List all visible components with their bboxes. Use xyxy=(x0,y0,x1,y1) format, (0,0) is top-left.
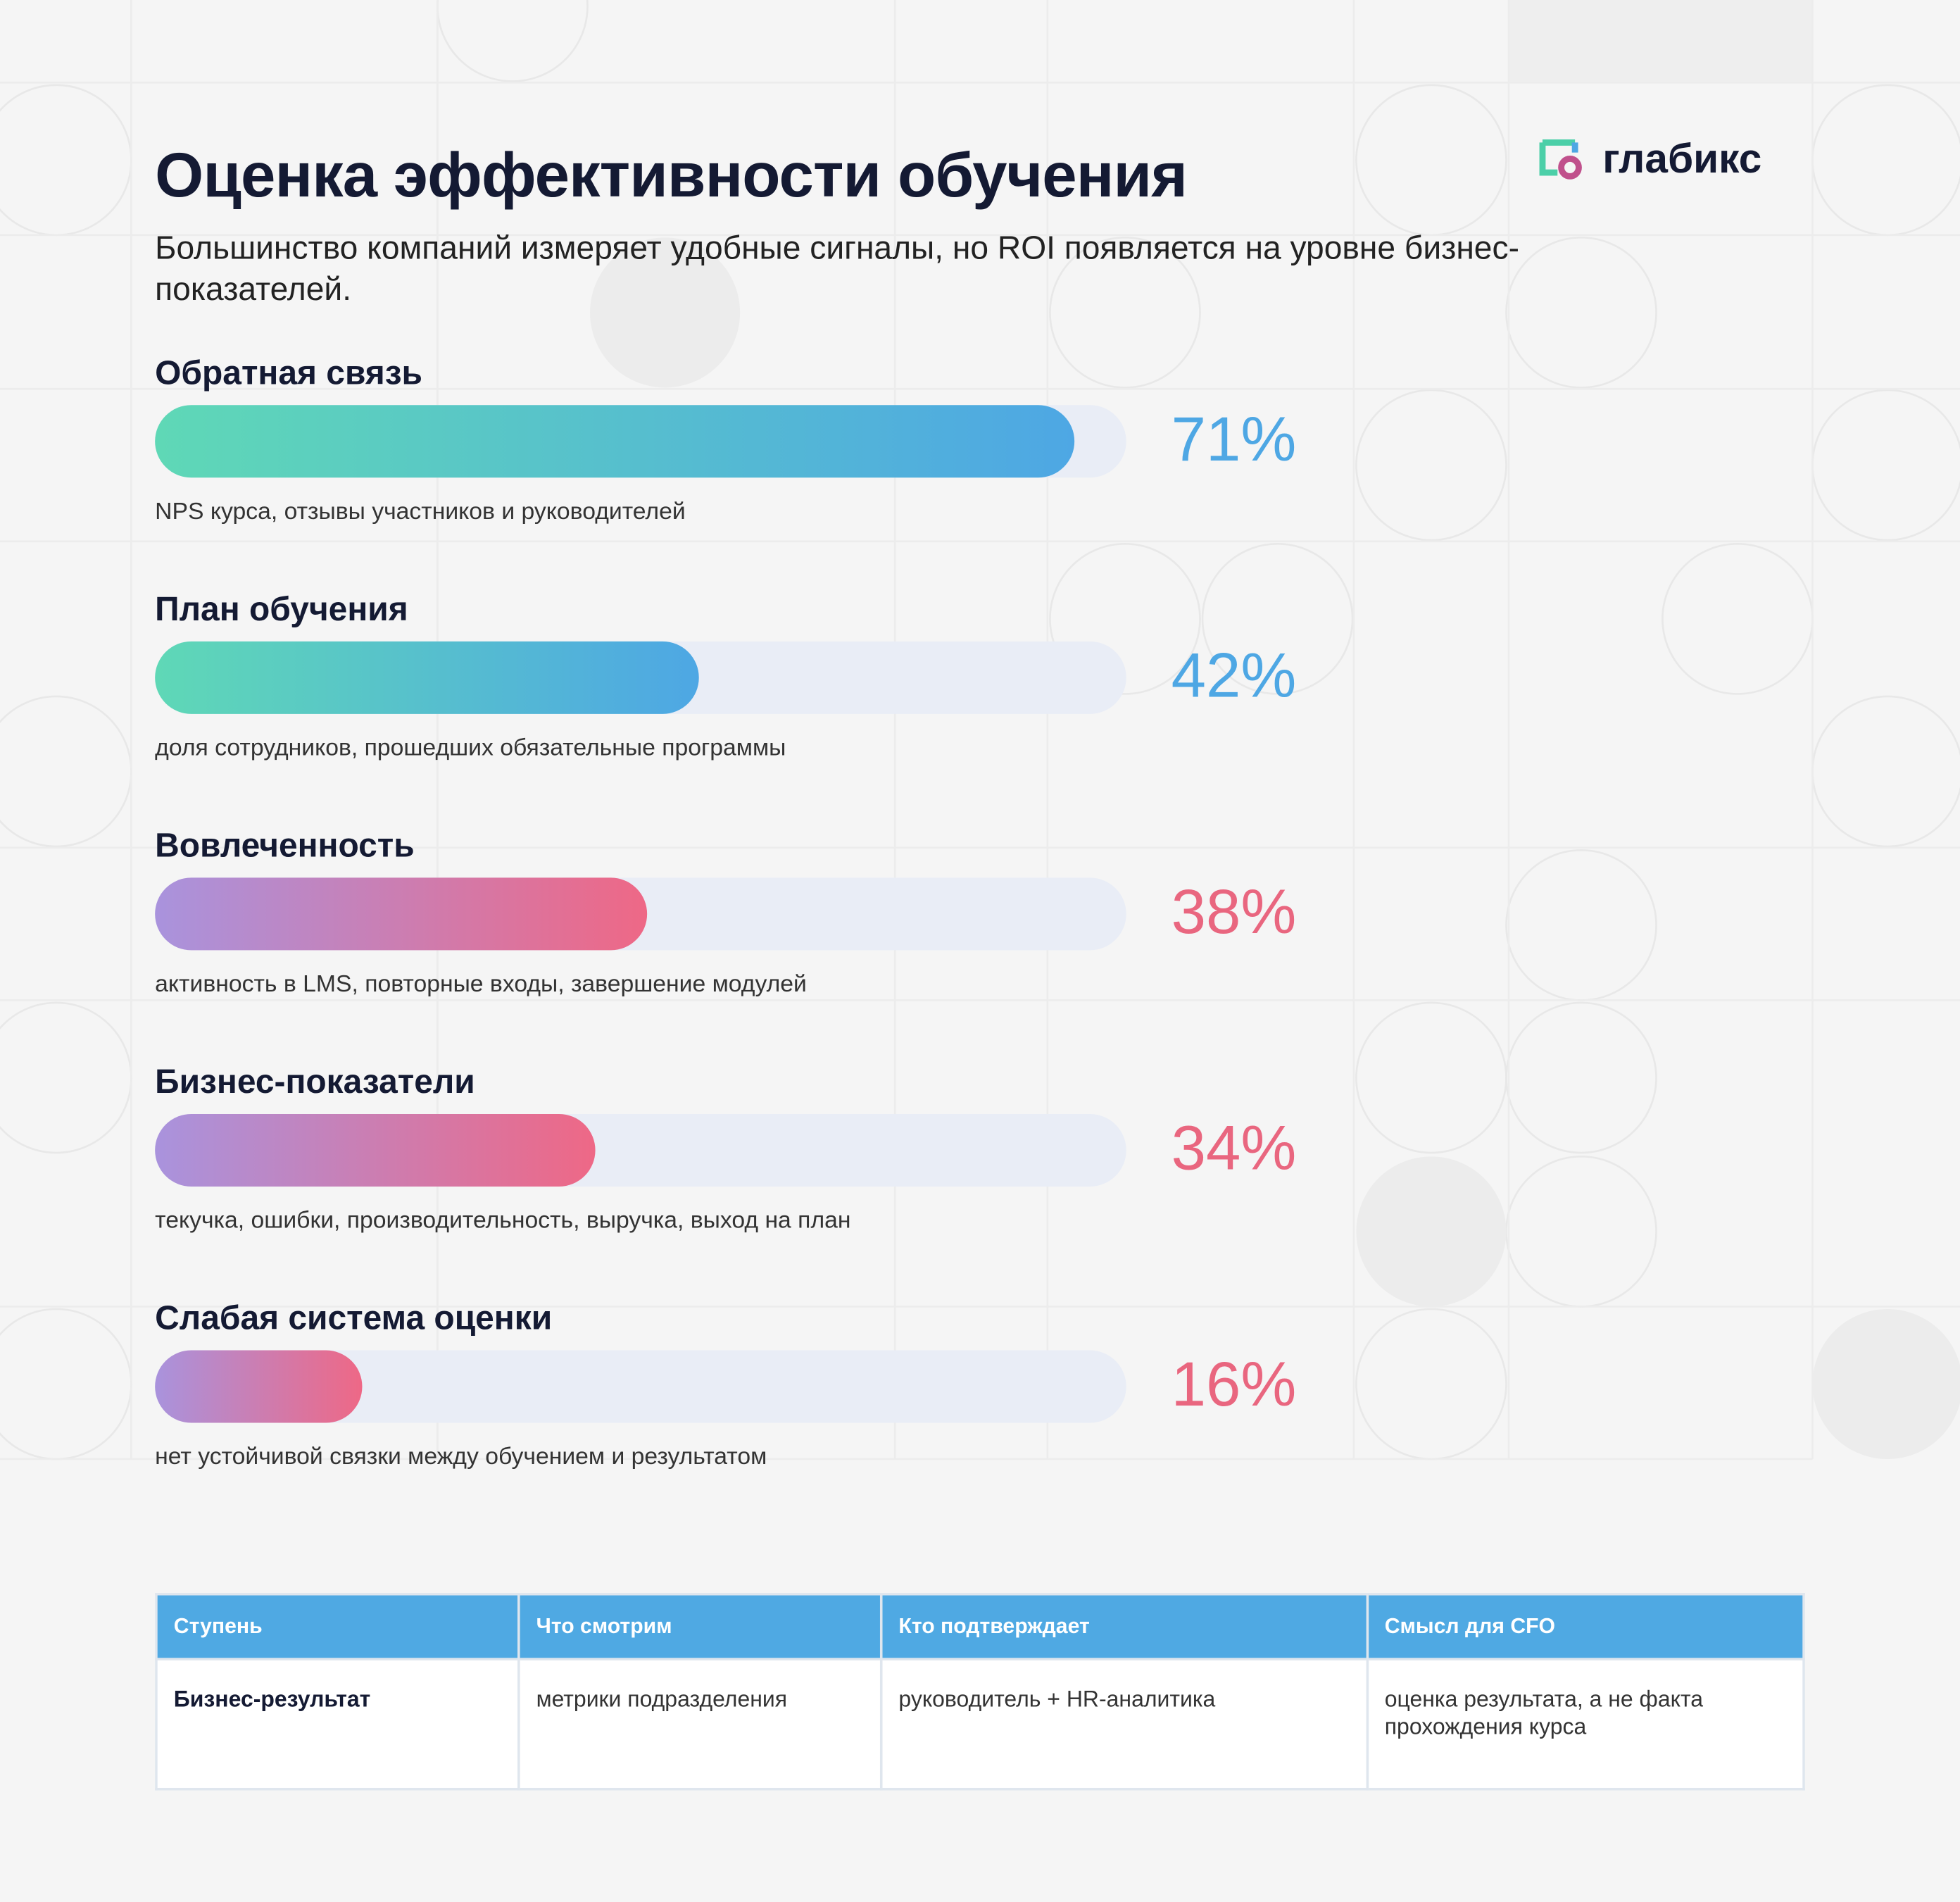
bar xyxy=(155,1113,596,1187)
column-header: Что смотрим xyxy=(517,1592,883,1660)
bar xyxy=(155,877,648,951)
table-header-row: Ступень Что смотрим Кто подтверждает Смысл … xyxy=(155,1592,1805,1660)
subtitle: Большинство компаний измеряет удобные си… xyxy=(155,228,1519,308)
bar xyxy=(155,1350,363,1423)
value-label: 16% xyxy=(1171,1349,1297,1419)
title: Оценка эффективности обучения xyxy=(155,139,1188,211)
bar-label: Слабая система оценки xyxy=(155,1300,552,1337)
bar xyxy=(155,641,699,714)
table-cell: оценка результата, а не факта прохождени… xyxy=(1366,1658,1805,1791)
bar-description: NPS курса, отзывы участников и руководит… xyxy=(155,498,686,525)
value-label: 34% xyxy=(1171,1113,1297,1182)
column-header: Кто подтверждает xyxy=(879,1592,1369,1660)
bar-description: текучка, ошибки, производительность, выр… xyxy=(155,1207,850,1234)
table-body: Бизнес-результат метрики подразделения рук… xyxy=(155,1658,1805,1791)
value-label: 42% xyxy=(1171,640,1297,710)
bar-description: доля сотрудников, прошедших обязательные… xyxy=(155,734,786,761)
table-row: Бизнес-результат метрики подразделения рук… xyxy=(155,1658,1805,1791)
bar-label: Обратная связь xyxy=(155,354,422,392)
table-cell: Бизнес-результат xyxy=(155,1658,520,1791)
bar-description: нет устойчивой связки между обучением и … xyxy=(155,1443,767,1470)
bar-label: Вовлеченность xyxy=(155,827,415,864)
bar-label: План обучения xyxy=(155,591,408,628)
bar-label: Бизнес-показатели xyxy=(155,1063,475,1101)
logo-icon xyxy=(1539,139,1582,180)
value-label: 38% xyxy=(1171,877,1297,946)
value-label: 71% xyxy=(1171,404,1297,474)
bar xyxy=(155,405,1075,478)
table-cell: метрики подразделения xyxy=(517,1658,883,1791)
column-header: Ступень xyxy=(155,1592,520,1660)
logo-text: глабикс xyxy=(1602,134,1762,182)
column-header: Смысл для CFO xyxy=(1366,1592,1805,1660)
bar-description: активность в LMS, повторные входы, завер… xyxy=(155,970,807,997)
bar-track xyxy=(155,1350,1126,1423)
table-cell: руководитель + HR-аналитика xyxy=(879,1658,1369,1791)
logo: глабикс xyxy=(1538,135,1761,182)
table: Ступень Что смотрим Кто подтверждает Смысл … xyxy=(155,1592,1805,1791)
